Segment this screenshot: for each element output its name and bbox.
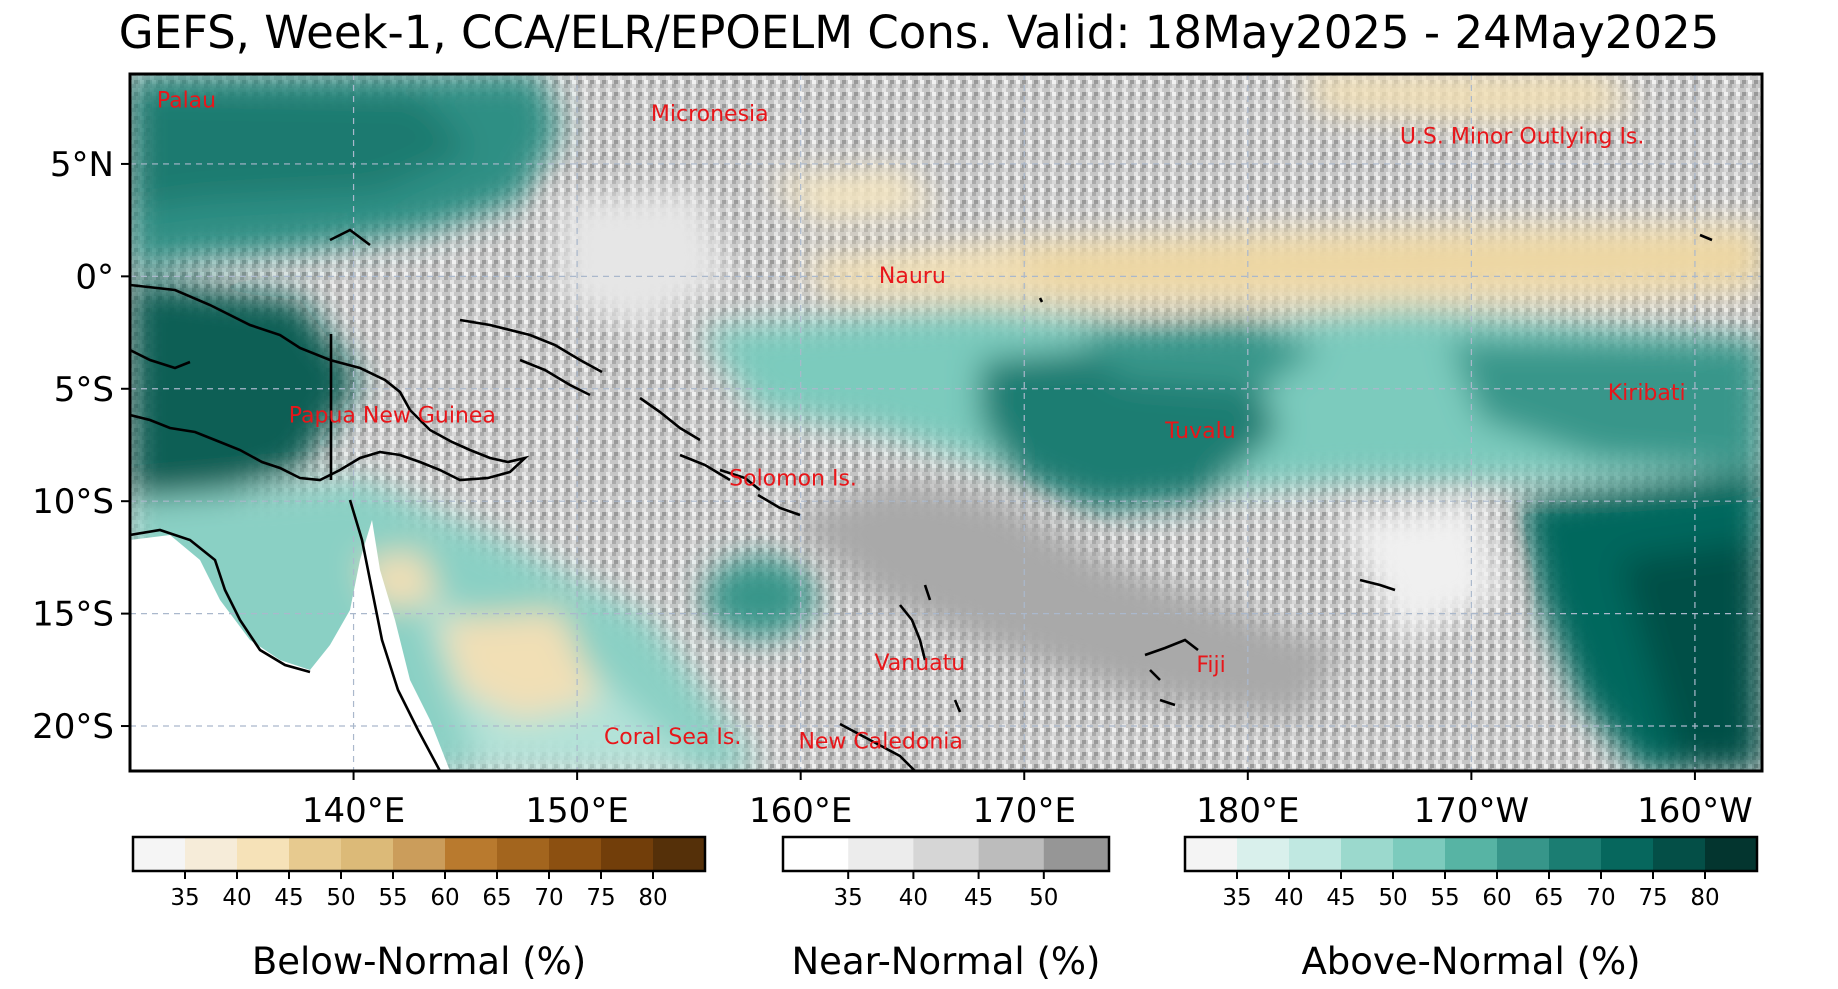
colorbar-swatch	[1341, 837, 1394, 871]
colorbar-swatch	[237, 837, 290, 871]
lon-tick-label: 160°W	[1637, 791, 1753, 831]
colorbar-tick-label: 40	[222, 885, 251, 911]
colorbar-tick-label: 55	[378, 885, 407, 911]
colorbar-swatch	[393, 837, 446, 871]
colorbar-swatch	[1497, 837, 1550, 871]
colorbar: 35 40 45 50 Near-Normal (%)	[781, 835, 1111, 983]
place-label: Solomon Is.	[729, 466, 857, 491]
colorbar-swatch	[1705, 837, 1758, 871]
colorbar-frame	[781, 835, 1111, 873]
colorbar-swatch	[1653, 837, 1706, 871]
lon-tick-label: 150°E	[525, 791, 628, 831]
colorbar-swatch	[133, 837, 186, 871]
lon-tick-label: 140°E	[302, 791, 405, 831]
colorbar-swatch	[1601, 837, 1654, 871]
colorbar-tick-label: 40	[899, 885, 928, 911]
colorbar-title: Below-Normal (%)	[252, 940, 586, 983]
place-label: Fiji	[1196, 653, 1225, 678]
colorbar-swatch	[653, 837, 706, 871]
place-label: Palau	[157, 89, 216, 114]
colorbar-tick-label: 60	[1482, 885, 1511, 911]
place-labels: Palau Micronesia U.S. Minor Outlying Is. Na…	[157, 89, 1686, 755]
place-label: Nauru	[879, 264, 946, 289]
colorbar-tick-label: 40	[1274, 885, 1303, 911]
colorbar-tick-label: 35	[170, 885, 199, 911]
colorbar-tick-label: 35	[1222, 885, 1251, 911]
colorbar-frame	[131, 835, 707, 873]
place-label: Papua New Guinea	[289, 404, 496, 429]
colorbar-title: Above-Normal (%)	[1301, 940, 1640, 983]
colorbar: 35 40 45 50 55 60 65 70 75 80 Below-Normal (%)	[131, 835, 707, 983]
lat-tick-label: 0°	[75, 257, 114, 297]
colorbar-swatch	[497, 837, 550, 871]
colorbar-tick-label: 55	[1430, 885, 1459, 911]
place-label: Micronesia	[651, 102, 769, 127]
lat-tick-label: 5°S	[54, 370, 114, 410]
place-label: Coral Sea Is.	[604, 725, 741, 750]
colorbar-swatch	[601, 837, 654, 871]
colorbar-tick-label: 50	[1378, 885, 1407, 911]
lon-tick-label: 180°E	[1196, 791, 1299, 831]
colorbar-swatch	[289, 837, 342, 871]
colorbar-swatch	[913, 837, 980, 871]
place-label: Kiribati	[1608, 381, 1686, 406]
colorbar-swatch	[978, 837, 1045, 871]
colorbar-frame	[1183, 835, 1759, 873]
colorbar-tick-label: 65	[1534, 885, 1563, 911]
graticule	[130, 74, 1762, 771]
colorbar-legend: 35 40 45 50 55 60 65 70 75 80 Below-Normal (%) 35 40…	[131, 835, 1759, 983]
colorbar-swatch	[1549, 837, 1602, 871]
colorbar-tick-label: 50	[326, 885, 355, 911]
colorbar-tick-label: 80	[638, 885, 667, 911]
colorbar-swatch	[1445, 837, 1498, 871]
longitude-axis: 140°E 150°E 160°E 170°E 180°E 170°W 160°W	[302, 771, 1753, 831]
colorbar-swatch	[1289, 837, 1342, 871]
colorbar-swatch	[1185, 837, 1238, 871]
place-label: New Caledonia	[798, 730, 962, 755]
colorbar-title: Near-Normal (%)	[792, 940, 1101, 983]
colorbar-tick-label: 75	[586, 885, 615, 911]
colorbar-tick-label: 70	[534, 885, 563, 911]
lat-tick-label: 5°N	[50, 145, 114, 185]
colorbar-tick-label: 35	[834, 885, 863, 911]
colorbar-tick-label: 70	[1586, 885, 1615, 911]
colorbar-tick-label: 45	[1326, 885, 1355, 911]
colorbar-swatch	[848, 837, 914, 871]
place-label: Tuvalu	[1164, 419, 1236, 444]
lat-tick-label: 15°S	[32, 595, 114, 635]
place-label: U.S. Minor Outlying Is.	[1400, 125, 1645, 150]
map-title: GEFS, Week-1, CCA/ELR/EPOELM Cons. Valid…	[118, 6, 1720, 59]
probability-field	[130, 74, 1762, 771]
latitude-axis: 5°N 0° 5°S 10°S 15°S 20°S	[32, 145, 130, 747]
colorbar-swatch	[445, 837, 498, 871]
map-frame	[128, 72, 1764, 773]
colorbar-tick-label: 80	[1690, 885, 1719, 911]
lon-tick-label: 170°E	[973, 791, 1076, 831]
colorbar-tick-label: 45	[274, 885, 303, 911]
colorbar-swatch	[1393, 837, 1446, 871]
lat-tick-label: 20°S	[32, 707, 114, 747]
colorbar-tick-label: 45	[964, 885, 993, 911]
colorbar-swatch	[549, 837, 602, 871]
colorbar-swatch	[341, 837, 394, 871]
colorbar: 35 40 45 50 55 60 65 70 75 80 Above-Normal (%)	[1183, 835, 1759, 983]
colorbar-tick-label: 50	[1029, 885, 1058, 911]
lon-tick-label: 170°W	[1414, 791, 1530, 831]
colorbar-tick-label: 65	[482, 885, 511, 911]
lat-tick-label: 10°S	[32, 482, 114, 522]
colorbar-tick-label: 75	[1638, 885, 1667, 911]
colorbar-swatch	[185, 837, 238, 871]
colorbar-swatch	[1043, 837, 1110, 871]
colorbar-swatch	[783, 837, 849, 871]
colorbar-tick-label: 60	[430, 885, 459, 911]
place-label: Vanuatu	[874, 651, 965, 676]
lon-tick-label: 160°E	[749, 791, 852, 831]
colorbar-swatch	[1237, 837, 1290, 871]
coastlines	[130, 228, 1713, 771]
